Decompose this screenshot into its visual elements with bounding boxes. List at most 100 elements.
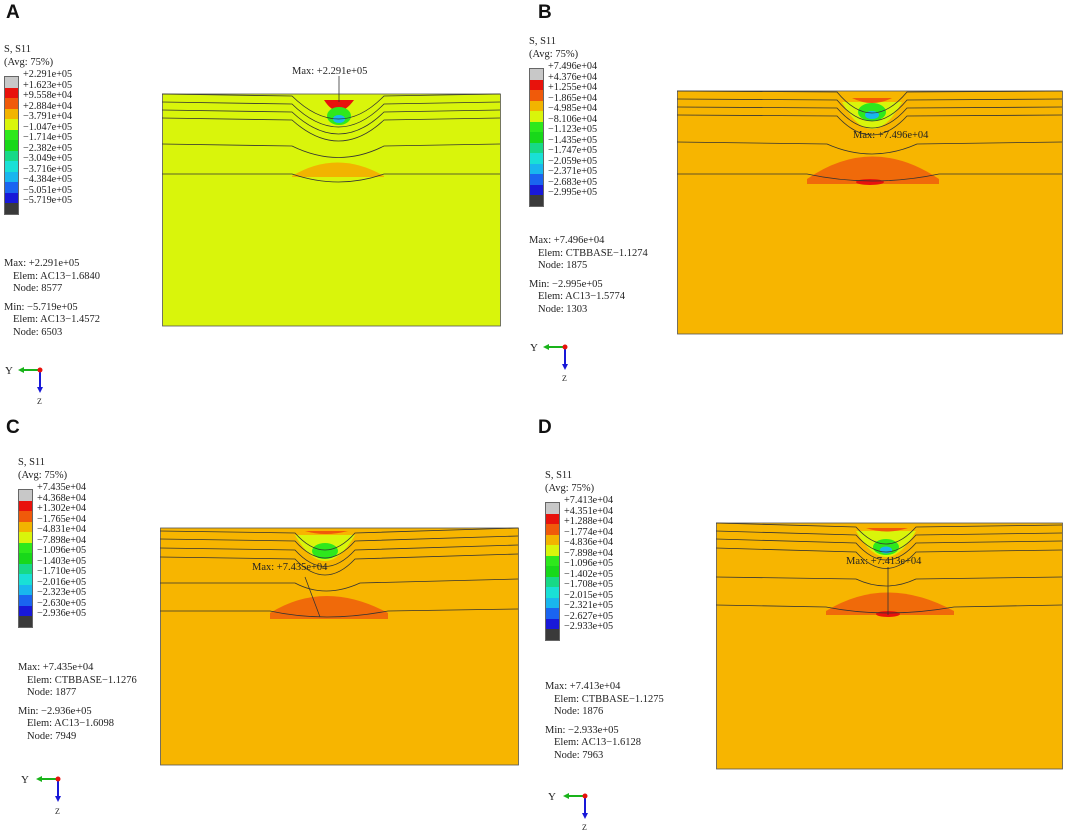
max-min-info: Max: +7.413e+04 Elem: CTBBASE−1.1275 Nod… <box>545 681 664 761</box>
legend-value: −1.714e+05 <box>23 132 73 143</box>
layer-lines <box>677 90 1063 182</box>
colorbar-labels: +2.291e+05 +1.623e+05 +9.558e+04 +2.884e+04… <box>23 69 73 215</box>
legend-value: −1.096e+05 <box>564 558 614 569</box>
legend-value: −1.765e+04 <box>37 513 87 525</box>
colorbar-swatch <box>546 608 559 619</box>
colorbar-swatch <box>19 584 32 595</box>
max-annotation: Max: +7.413e+04 <box>846 556 922 567</box>
model-body <box>716 522 1063 770</box>
colorbar-swatch <box>546 534 559 545</box>
color-scale: +7.435e+04 +4.368e+04 +1.302e+04 −1.765e+04… <box>18 482 86 628</box>
axis-y-label: Y <box>21 774 29 786</box>
colorbar-swatch <box>546 555 559 566</box>
legend: S, S11 (Avg: 75%) +7.496e+04 +4.376e+04 +1… <box>529 36 597 207</box>
colorbar-swatch <box>5 129 18 140</box>
colorbar <box>18 489 33 628</box>
legend-value: −5.051e+05 <box>23 184 73 196</box>
colorbar-swatch <box>19 511 32 522</box>
legend-value: −2.371e+05 <box>548 166 598 177</box>
legend-value: −2.995e+05 <box>548 187 598 198</box>
colorbar-swatch <box>530 142 543 153</box>
legend-value: +4.351e+04 <box>564 505 614 517</box>
legend-value: +1.623e+05 <box>23 79 73 91</box>
axis-triad: Y Z <box>18 768 78 821</box>
colorbar <box>4 76 19 215</box>
axis-triad: Y Z <box>545 783 605 834</box>
legend-title: S, S11 (Avg: 75%) <box>18 457 68 481</box>
color-scale: +7.496e+04 +4.376e+04 +1.255e+04 −1.865e+04… <box>529 61 598 207</box>
model-body <box>677 90 1063 335</box>
legend-value: −4.831e+04 <box>37 524 87 535</box>
colorbar-swatch <box>5 140 18 151</box>
colorbar-swatch <box>19 563 32 574</box>
legend-value: −5.719e+05 <box>23 195 73 206</box>
legend-value: −1.402e+05 <box>564 568 614 580</box>
legend-value: −1.710e+05 <box>37 566 87 577</box>
max-min-info: Max: +7.435e+04 Elem: CTBBASE−1.1276 Nod… <box>18 662 137 742</box>
legend-value: −7.898e+04 <box>37 534 87 546</box>
colorbar-swatch <box>5 203 18 214</box>
legend-value: −2.382e+05 <box>23 142 73 154</box>
colorbar-swatch <box>530 163 543 174</box>
colorbar-swatch <box>19 616 32 627</box>
colorbar-swatch <box>546 587 559 598</box>
colorbar-labels: +7.435e+04 +4.368e+04 +1.302e+04 −1.765e+04… <box>37 482 87 628</box>
legend-value: −2.630e+05 <box>37 597 87 609</box>
axis-y-label: Y <box>5 365 13 377</box>
legend-value: −1.096e+05 <box>37 545 87 556</box>
colorbar <box>529 68 544 207</box>
colorbar-swatch <box>19 553 32 564</box>
colorbar-swatch <box>546 597 559 608</box>
legend-value: +7.435e+04 <box>37 482 87 493</box>
panel-label: C <box>6 417 20 438</box>
stress-band <box>270 596 388 619</box>
legend-value: −2.059e+05 <box>548 155 598 167</box>
legend-value: +9.558e+04 <box>23 90 73 101</box>
stress-band <box>292 162 384 177</box>
legend-value: +2.291e+05 <box>23 69 73 80</box>
colorbar-swatch <box>19 521 32 532</box>
colorbar-swatch <box>530 69 543 80</box>
layer-lines <box>162 93 501 183</box>
colorbar-swatch <box>530 100 543 111</box>
legend-value: −3.791e+04 <box>23 111 73 122</box>
colorbar-swatch <box>546 503 559 514</box>
fe-model-contour: Max: +7.413e+04 <box>716 522 1063 770</box>
model-body <box>162 93 501 327</box>
panel-label: B <box>538 2 552 23</box>
stress-band <box>826 592 954 615</box>
legend-value: −2.683e+05 <box>548 176 598 188</box>
max-annotation: Max: +2.291e+05 <box>292 66 367 77</box>
colorbar-swatch <box>530 174 543 185</box>
legend-value: −2.936e+05 <box>37 608 87 619</box>
panel-d: D S, S11 (Avg: 75%) +7.413e+04 +4.351e+04… <box>532 415 1064 832</box>
legend-value: −2.321e+05 <box>564 600 614 611</box>
colorbar-swatch <box>19 574 32 585</box>
colorbar-swatch <box>546 513 559 524</box>
colorbar-swatch <box>5 87 18 98</box>
colorbar-swatch <box>530 184 543 195</box>
axis-y-label: Y <box>530 342 538 354</box>
panel-label: A <box>6 2 20 23</box>
legend-value: +4.368e+04 <box>37 492 87 504</box>
legend-value: +4.376e+04 <box>548 71 598 83</box>
panel-c: C S, S11 (Avg: 75%) +7.435e+04 +4.368e+04… <box>0 415 532 830</box>
max-min-info: Max: +2.291e+05 Elem: AC13−1.6840 Node: … <box>4 258 101 338</box>
legend-value: +7.496e+04 <box>548 61 598 72</box>
colorbar-swatch <box>19 490 32 501</box>
colorbar-swatch <box>5 77 18 88</box>
colorbar-swatch <box>546 576 559 587</box>
colorbar-swatch <box>546 629 559 640</box>
legend-value: −2.323e+05 <box>37 587 87 598</box>
color-scale: +2.291e+05 +1.623e+05 +9.558e+04 +2.884e+04… <box>4 69 72 215</box>
colorbar-swatch <box>530 195 543 206</box>
colorbar-swatch <box>19 605 32 616</box>
colorbar-swatch <box>19 500 32 511</box>
legend-value: −2.015e+05 <box>564 589 614 601</box>
legend: S, S11 (Avg: 75%) +7.435e+04 +4.368e+04 +1… <box>18 457 86 628</box>
legend-value: −1.747e+05 <box>548 145 598 156</box>
panel-label: D <box>538 417 552 438</box>
axis-triad: Y Z <box>4 360 64 408</box>
stress-band <box>807 156 939 184</box>
legend-value: +7.413e+04 <box>564 495 614 506</box>
